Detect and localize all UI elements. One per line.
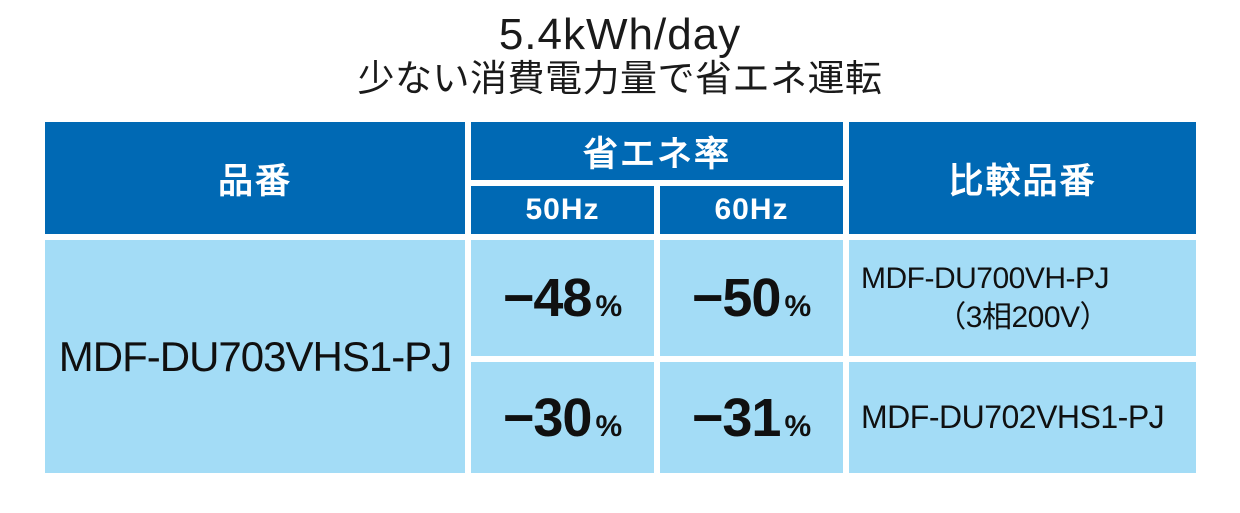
rate-value: −31 — [691, 387, 782, 448]
rate-cell-row2-60hz: −31% — [660, 362, 843, 473]
header-50hz: 50Hz — [471, 186, 654, 234]
comparison-model-cell-row1: MDF-DU700VH-PJ （3相200V） — [849, 240, 1196, 356]
header-product-number: 品番 — [45, 122, 465, 234]
percent-sign: % — [784, 409, 812, 443]
rate-value: −30 — [502, 387, 593, 448]
rate-cell-row2-50hz: −30% — [471, 362, 654, 473]
header-energy-saving-rate: 省エネ率 — [471, 122, 843, 180]
rate-value: −48 — [502, 268, 593, 328]
comparison-model: MDF-DU700VH-PJ — [861, 262, 1110, 295]
page-title: 5.4kWh/day — [498, 10, 742, 59]
header-60hz: 60Hz — [660, 186, 843, 234]
rate-value: −50 — [691, 268, 782, 328]
header-comparison-product: 比較品番 — [849, 122, 1196, 234]
rate-cell-row1-60hz: −50% — [660, 240, 843, 356]
percent-sign: % — [595, 290, 623, 323]
product-model-cell: MDF-DU703VHS1-PJ — [45, 240, 465, 473]
rate-cell-row1-50hz: −48% — [471, 240, 654, 356]
percent-sign: % — [784, 290, 812, 323]
comparison-model-cell-row2: MDF-DU702VHS1-PJ — [849, 362, 1196, 473]
comparison-model: MDF-DU702VHS1-PJ — [861, 399, 1165, 435]
page-subtitle: 少ない消費電力量で省エネ運転 — [357, 58, 883, 99]
percent-sign: % — [595, 409, 623, 443]
energy-saving-table: 品番 省エネ率 50Hz 60Hz 比較品番 MDF-DU703VHS1-PJ … — [45, 122, 1196, 473]
comparison-model-note: （3相200V） — [936, 301, 1110, 334]
